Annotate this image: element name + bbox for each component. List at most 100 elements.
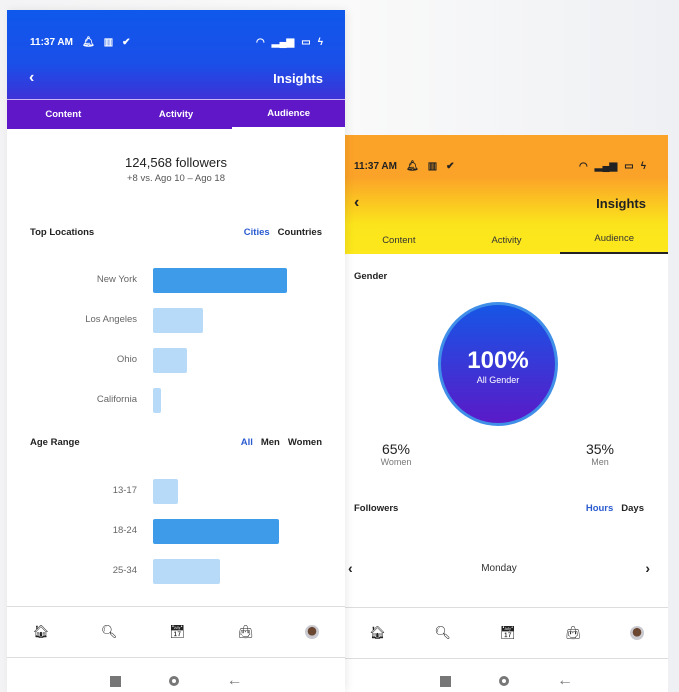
bar [153,479,179,504]
home-icon[interactable]: 🏠︎ [369,625,386,640]
gender-total-label: All Gender [476,375,520,385]
men-toggle[interactable]: Men [260,437,280,448]
app-header: ‹ Insights [29,69,323,86]
bar-label: California [96,394,137,405]
section-title: Top Locations [30,227,95,238]
home-icon[interactable]: 🏠︎ [32,624,50,639]
bar-label: 18-24 [112,525,137,536]
wifi-icon: ◠ [256,36,265,48]
bar [153,348,187,373]
bottom-nav: 🏠︎ 🔍︎ 📅︎ 👜︎ [7,606,345,658]
header-background [345,135,668,254]
system-nav: ← [7,671,345,691]
back-system-button[interactable]: ← [557,672,573,689]
chart-icon: ▥ [427,160,438,172]
bar [153,268,288,293]
women-stat: 65% Women [366,441,426,467]
signal-icon: ▂▄▆ [271,36,295,48]
men-percent: 35% [585,441,615,457]
followers-change: +8 vs. Ago 10 – Ago 18 [127,173,225,184]
search-icon[interactable]: 🔍︎ [434,625,451,640]
countries-toggle[interactable]: Countries [277,227,322,238]
section-title: Age Range [30,437,80,448]
prev-day-button[interactable]: ‹ [348,560,353,576]
battery-icon: ▭ [624,160,634,172]
signal-icon: ▂▄▆ [594,160,618,172]
check-circle-icon: ✔ [122,36,131,48]
hours-toggle[interactable]: Hours [585,503,614,514]
bar [153,559,221,584]
recents-button[interactable] [109,675,121,687]
battery-icon: ▭ [301,36,311,48]
calendar-icon[interactable]: 📅︎ [499,625,516,640]
bell-icon: 🔔︎ [81,36,95,48]
women-label: Women [380,457,412,467]
bar-label: Ohio [116,354,137,365]
home-system-button[interactable] [168,676,179,686]
check-circle-icon: ✔ [446,160,455,172]
chart-icon: ▥ [103,36,114,48]
charging-icon: ϟ [640,160,646,172]
bar-row: California [7,388,345,413]
back-button[interactable]: ‹ [29,69,35,86]
home-system-button[interactable] [499,676,509,686]
tab-activity[interactable]: Activity [491,235,522,246]
all-toggle[interactable]: All [240,437,253,448]
charging-icon: ϟ [317,36,323,48]
insights-audience-screen: 11:37 AM 🔔︎ ▥ ✔ ◠ ▂▄▆ ▭ ϟ ‹ Insights Content … [7,10,345,692]
system-nav: ← [345,671,668,691]
day-selector: ‹ Monday › [348,560,650,576]
recents-button[interactable] [440,675,451,687]
women-toggle[interactable]: Women [287,437,322,448]
wifi-icon: ◠ [579,160,588,172]
profile-avatar[interactable] [629,626,644,640]
bar-row: 25-34 [7,559,345,584]
status-time: 11:37 AM [30,36,73,48]
shopping-bag-icon[interactable]: 👜︎ [237,624,254,639]
profile-avatar[interactable] [305,625,320,639]
tab-bar: Content Activity Audience [7,99,345,129]
gender-header: Gender [354,271,645,282]
age-range-header: Age Range All Men Women [30,437,322,448]
bar-label: Los Angeles [85,314,137,325]
back-button[interactable]: ‹ [354,194,360,211]
bar-row: 13-17 [7,479,345,504]
insights-gender-screen: 11:37 AM 🔔︎ ▥ ✔ ◠ ▂▄▆ ▭ ϟ ‹ Insights Content … [345,135,668,692]
gender-total-circle: 100% All Gender [438,302,558,426]
tab-activity[interactable]: Activity [158,109,194,120]
days-toggle[interactable]: Days [621,503,644,514]
back-system-button[interactable]: ← [226,672,243,689]
page-title: Insights [596,195,646,211]
section-title: Followers [354,503,399,514]
tab-audience[interactable]: Audience [560,227,668,254]
shopping-bag-icon[interactable]: 👜︎ [564,625,582,640]
bar-row: Ohio [7,348,345,373]
bell-icon: 🔔︎ [405,160,419,172]
page-title: Insights [273,70,323,86]
tab-content[interactable]: Content [45,109,82,120]
search-icon[interactable]: 🔍︎ [100,624,118,639]
women-percent: 65% [381,441,411,457]
status-time: 11:37 AM [354,160,397,172]
bar-label: 13-17 [112,485,137,496]
tab-audience[interactable]: Audience [232,100,345,129]
bar [153,308,204,333]
status-bar: 11:37 AM 🔔︎ ▥ ✔ ◠ ▂▄▆ ▭ ϟ [30,34,323,50]
bar-label: 25-34 [112,565,137,576]
bottom-nav: 🏠︎ 🔍︎ 📅︎ 👜︎ [345,607,668,659]
section-title: Gender [354,271,388,282]
men-label: Men [591,457,609,467]
bar [153,388,162,413]
followers-header: Followers Hours Days [354,503,644,514]
top-locations-header: Top Locations Cities Countries [30,227,322,238]
calendar-icon[interactable]: 📅︎ [168,624,186,639]
bar-row: New York [7,268,345,293]
bar-label: New York [96,274,137,285]
bar-row: 18-24 [7,519,345,544]
bar [153,519,279,544]
cities-toggle[interactable]: Cities [243,227,270,238]
gender-total-value: 100% [467,347,529,374]
next-day-button[interactable]: › [645,560,650,576]
status-bar: 11:37 AM 🔔︎ ▥ ✔ ◠ ▂▄▆ ▭ ϟ [354,158,646,174]
tab-content[interactable]: Content [382,235,416,246]
